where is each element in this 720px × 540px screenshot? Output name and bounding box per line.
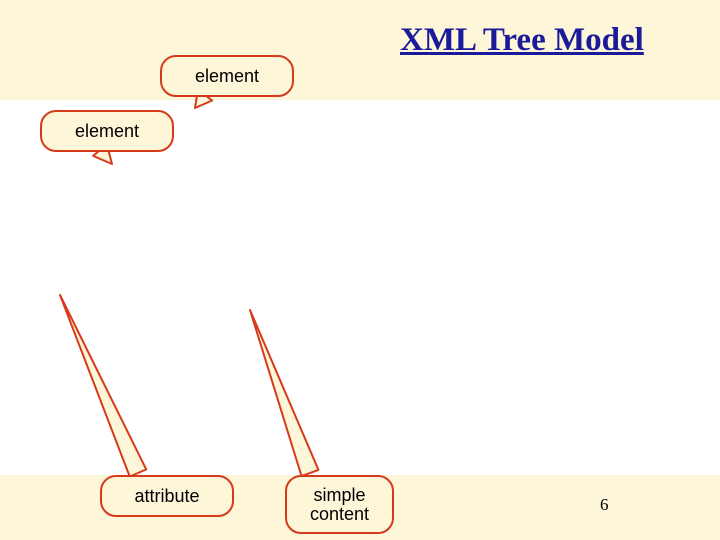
callout-element-left: element (40, 110, 174, 152)
callout-element-top: element (160, 55, 294, 97)
callout-pointers (0, 0, 720, 540)
callout-simple-content: simple content (285, 475, 394, 534)
page-number: 6 (600, 495, 609, 515)
callout-attribute: attribute (100, 475, 234, 517)
